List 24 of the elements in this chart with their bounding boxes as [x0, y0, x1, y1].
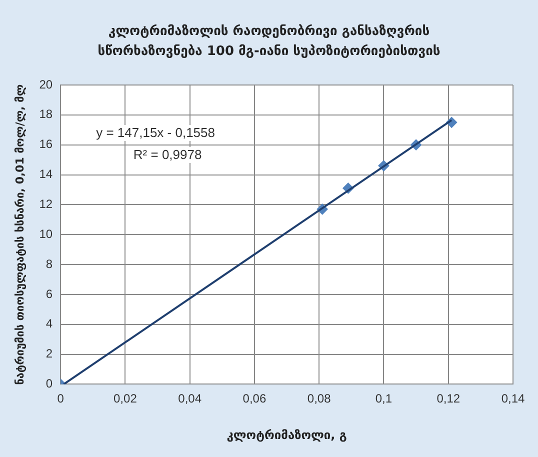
y-tick-label: 16	[39, 137, 53, 152]
chart-title: კლოტრიმაზოლის რაოდენობრივი განსაზღვრის სწორხაზოვნება 100 მგ-იანი სუპოზიტორიებისთვის	[96, 23, 442, 61]
x-tick-label: 0,06	[242, 392, 266, 406]
annotation: R² = 0,9978	[133, 147, 202, 162]
y-axis-title: ნატრიუმის თიოსულფატის ხსნარი, 0,01 მოლ/ლ, მლ	[13, 84, 26, 385]
y-tick-label: 6	[46, 286, 53, 301]
annotation: y = 147,15x - 0,1558	[96, 125, 215, 140]
x-tick-label: 0,04	[178, 392, 202, 406]
y-tick-label: 14	[39, 167, 53, 182]
y-tick-label: 0	[46, 376, 53, 391]
y-tick-label: 2	[46, 346, 53, 361]
y-tick-label: 8	[46, 256, 53, 271]
y-tick-label: 18	[39, 107, 53, 122]
x-tick-label: 0	[57, 392, 64, 406]
y-tick-label: 12	[39, 196, 53, 211]
x-tick-label: 0,08	[307, 392, 332, 406]
x-axis-title: კლოტრიმაზოლი, გ	[226, 428, 347, 442]
x-tick-label: 0,02	[114, 392, 138, 406]
y-tick-label: 10	[39, 226, 53, 241]
x-tick-label: 0,1	[375, 392, 392, 406]
y-tick-label: 20	[39, 77, 53, 92]
y-tick-label: 4	[46, 316, 53, 331]
x-tick-label: 0,14	[501, 392, 525, 406]
x-tick-label: 0,12	[436, 392, 460, 406]
